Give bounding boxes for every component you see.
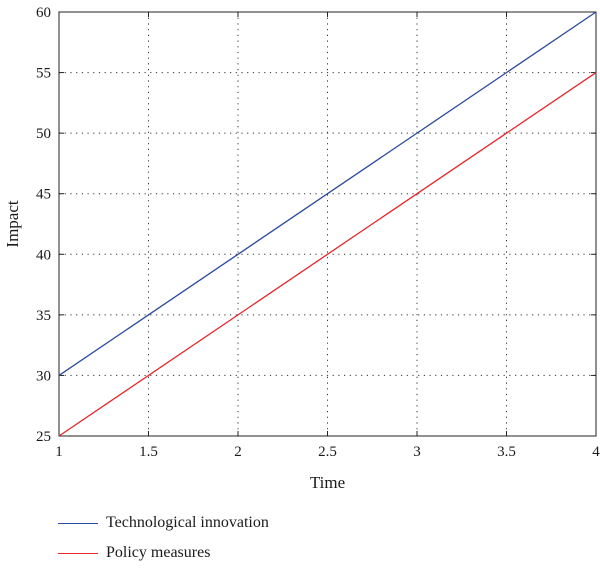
y-tick-label: 50 bbox=[36, 126, 51, 142]
x-axis-title: Time bbox=[310, 473, 345, 492]
y-tick-label: 60 bbox=[36, 5, 51, 21]
y-tick-label: 25 bbox=[36, 429, 51, 445]
y-axis-title: Impact bbox=[3, 200, 22, 247]
x-tick-label: 2 bbox=[234, 444, 242, 460]
y-tick-label: 40 bbox=[36, 247, 51, 263]
x-tick-label: 3 bbox=[413, 444, 421, 460]
series-lines bbox=[58, 11, 597, 437]
x-tick-label: 1 bbox=[55, 444, 63, 460]
grid bbox=[59, 12, 596, 436]
series-line-policy-measures bbox=[58, 72, 597, 437]
legend-swatch bbox=[58, 522, 98, 524]
y-tick-label: 55 bbox=[36, 66, 51, 82]
legend: Technological innovation Policy measures bbox=[58, 508, 269, 568]
x-axis-ticks: 1 1.5 2 2.5 3 3.5 4 bbox=[55, 12, 600, 460]
y-tick-label: 35 bbox=[36, 308, 51, 324]
x-tick-label: 2.5 bbox=[318, 444, 337, 460]
y-tick-label: 45 bbox=[36, 187, 51, 203]
legend-label: Technological innovation bbox=[106, 514, 269, 531]
x-tick-label: 3.5 bbox=[497, 444, 516, 460]
series-line-technological-innovation bbox=[58, 11, 597, 376]
legend-item-technological-innovation: Technological innovation bbox=[58, 508, 269, 538]
legend-label: Policy measures bbox=[106, 544, 211, 561]
line-chart: 1 1.5 2 2.5 3 3.5 4 25 30 35 40 45 50 55 60 Time Impa… bbox=[3, 5, 600, 492]
x-tick-label: 4 bbox=[592, 444, 600, 460]
y-axis-ticks: 25 30 35 40 45 50 55 60 bbox=[36, 5, 596, 445]
legend-item-policy-measures: Policy measures bbox=[58, 538, 269, 568]
x-tick-label: 1.5 bbox=[139, 444, 158, 460]
y-tick-label: 30 bbox=[36, 368, 51, 384]
legend-swatch bbox=[58, 552, 98, 554]
